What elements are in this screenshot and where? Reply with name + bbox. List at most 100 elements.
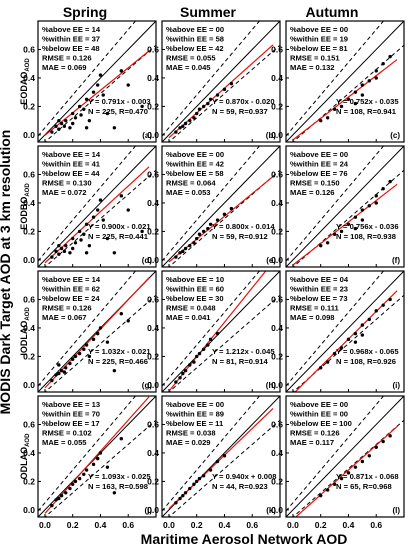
ee-lower-line [292, 44, 404, 142]
panel-lines [286, 146, 404, 267]
data-point [87, 354, 92, 359]
ee-upper-line [162, 21, 261, 137]
stats-line: RMSE = 0.126 [42, 304, 92, 313]
panel-f: %above EE = 00%within EE = 24%below EE =… [271, 145, 405, 268]
stats-line: MAE = 0.055 [42, 438, 87, 447]
stats-line: MAE = 0.029 [166, 438, 211, 447]
stats-line: RMSE = 0.064 [166, 179, 216, 188]
data-point [112, 251, 117, 255]
ee-upper-line [286, 396, 385, 512]
data-point [332, 351, 337, 356]
x-tick-label: 0.6 [370, 520, 382, 530]
data-point [77, 229, 82, 234]
regression-text: N = 225, R=0.470 [88, 107, 148, 116]
data-point [84, 343, 89, 347]
x-tick-label: 0.0 [287, 520, 299, 530]
data-point [174, 380, 178, 384]
stats-line: %below EE = 73 [290, 294, 348, 303]
panel-frame [161, 395, 281, 518]
data-point [346, 337, 351, 342]
row-label: ODLAOAOD [19, 433, 31, 480]
data-point [178, 251, 182, 255]
regression-line [294, 426, 398, 517]
panel-frame [285, 395, 405, 518]
x-tick-label: 0.0 [163, 520, 175, 530]
panel-e: %above EE = 00%within EE = 42%below EE =… [147, 145, 281, 268]
data-point [192, 241, 196, 245]
y-tick-label: 0.2 [23, 476, 35, 486]
data-point [101, 218, 105, 222]
panel-letter: (b) [266, 131, 277, 140]
data-point [95, 331, 100, 336]
data-point [325, 360, 330, 364]
data-point [215, 218, 220, 222]
x-tick-label: 0.2 [67, 520, 79, 530]
data-point [360, 459, 365, 464]
data-point [381, 187, 385, 191]
panel-lines [286, 396, 404, 517]
data-point [91, 215, 96, 219]
data-point [57, 243, 61, 248]
data-point [188, 243, 192, 248]
data-point [71, 121, 75, 126]
y-tick-label: 0.6 [271, 44, 283, 54]
panel-frame [161, 270, 281, 393]
data-point [71, 357, 75, 361]
panel-lines [162, 21, 280, 142]
stats-line: MAE = 0.132 [290, 63, 335, 72]
y-tick-label: 0.2 [23, 226, 35, 236]
row-label-sub: AOD [25, 58, 31, 72]
regression-text: N = 225, R=0.466 [88, 357, 148, 366]
data-point [188, 486, 192, 491]
data-point [388, 297, 392, 302]
y-tick-label: 0.2 [23, 101, 35, 111]
data-point [197, 351, 202, 356]
stats-line: %below EE = 24 [42, 294, 100, 303]
stats-line: %below EE = 76 [290, 169, 348, 178]
data-point [381, 303, 385, 307]
data-point [346, 222, 351, 226]
stats-line: %above EE = 14 [42, 150, 101, 159]
data-point [178, 376, 182, 380]
stats-line: RMSE = 0.102 [42, 429, 92, 438]
data-point [319, 493, 323, 498]
data-point [57, 127, 61, 131]
stats-line: %within EE = 19 [290, 35, 348, 44]
stats-line: %within EE = 24 [290, 160, 349, 169]
data-point [112, 491, 117, 495]
ee-lower-line [168, 419, 280, 517]
one-to-one-line [162, 271, 280, 392]
panel-frame [285, 270, 405, 393]
data-point [84, 222, 89, 226]
stats-line: RMSE = 0.111 [290, 304, 340, 313]
x-axis-title: Maritime Aerosol Network AOD [141, 531, 348, 547]
y-tick-label: 0.6 [271, 419, 283, 429]
stats-line: MAE = 0.126 [290, 188, 335, 197]
y-tick-label: 0.6 [147, 294, 159, 304]
data-point [208, 337, 213, 342]
ee-upper-line [162, 271, 261, 387]
data-point [367, 79, 371, 83]
panel-frame [161, 20, 281, 143]
row-label-main: EODBO [19, 197, 29, 230]
data-point [73, 241, 78, 245]
data-point [57, 496, 61, 501]
data-point [374, 194, 378, 198]
regression-text: Y = 0.791x - 0.003 [88, 97, 151, 106]
regression-text: N = 81, R=0.914 [212, 357, 269, 366]
data-point [374, 309, 378, 313]
regression-line [44, 396, 150, 514]
y-tick-label: 0.6 [23, 294, 35, 304]
data-point [79, 113, 83, 117]
regression-text: Y = 0.900x - 0.021 [88, 222, 151, 231]
regression-text: N = 65, R=0.968 [336, 482, 392, 491]
data-point [77, 351, 82, 356]
one-to-one-line [162, 146, 280, 267]
stats-line: %above EE = 04 [290, 275, 349, 284]
data-point [215, 459, 220, 464]
stats-line: %below EE = 42 [166, 44, 224, 53]
y-tick-label: 0.2 [271, 351, 283, 361]
ee-upper-line [286, 146, 385, 262]
data-point [201, 474, 206, 478]
column-title-spring: Spring [63, 4, 107, 20]
